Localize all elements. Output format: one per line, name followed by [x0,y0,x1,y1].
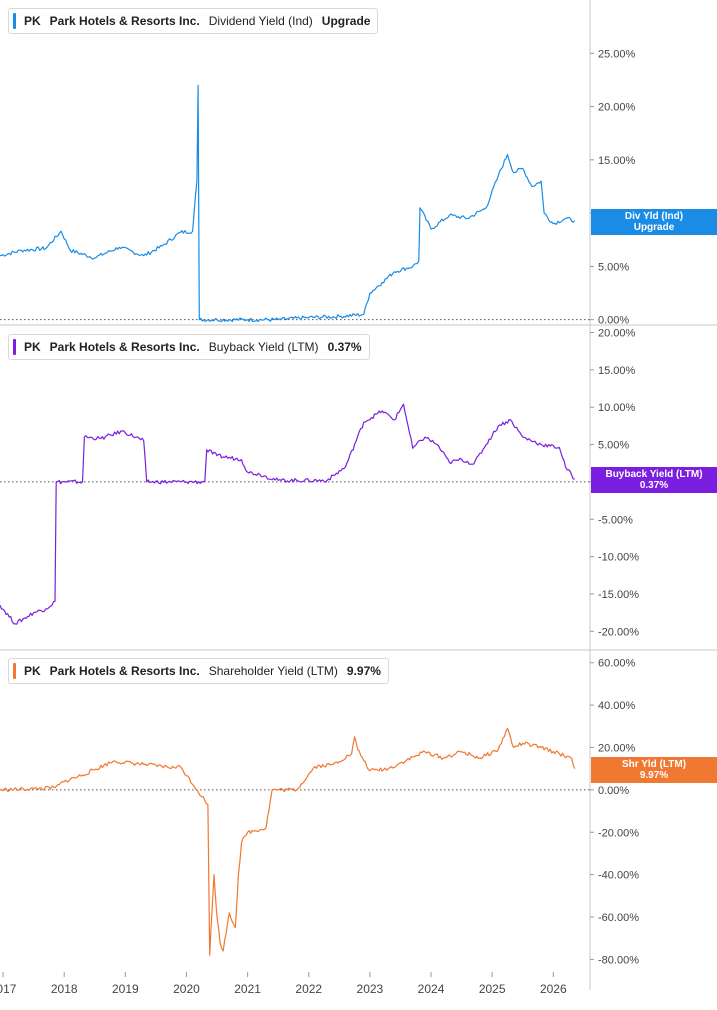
legend-metric: Shareholder Yield (LTM) [208,664,338,678]
legend-ticker: PK [24,664,41,678]
panel-legend-buyback-yield[interactable]: PK Park Hotels & Resorts Inc. Buyback Yi… [8,334,370,360]
y-tick-label: -20.00% [598,626,639,638]
series-line [0,84,576,323]
y-tick-label: -80.00% [598,954,639,966]
current-value-tag-buyback: Buyback Yield (LTM) 0.37% [591,467,717,494]
x-tick-label: 2019 [112,982,139,996]
tag-label: Div Yld (Ind) [624,210,684,222]
y-tick-label: 40.00% [598,700,636,712]
y-tick-label: 5.00% [598,440,629,452]
x-tick-label: 2018 [51,982,78,996]
x-tick-label: 2024 [418,982,445,996]
x-tick-label: 2026 [540,982,567,996]
y-tick-label: 60.00% [598,658,636,670]
legend-metric: Dividend Yield (Ind) [208,14,313,28]
x-tick-label: 2023 [357,982,384,996]
x-tick-label: 2022 [295,982,322,996]
legend-company: Park Hotels & Resorts Inc. [49,340,200,354]
series-line [0,727,576,956]
x-tick-label: 2021 [234,982,261,996]
tag-value: 9.97% [639,769,669,781]
legend-ticker: PK [24,340,41,354]
legend-value[interactable]: Upgrade [321,14,371,28]
y-tick-label: 15.00% [598,365,636,377]
current-value-tag-dividend: Div Yld (Ind) Upgrade [591,208,717,235]
tag-label: Buyback Yield (LTM) [605,469,703,481]
y-tick-label: 25.00% [598,48,636,60]
y-tick-label: 5.00% [598,261,629,273]
y-tick-label: 20.00% [598,102,636,114]
y-tick-label: -15.00% [598,589,639,601]
x-tick-label: 2025 [479,982,506,996]
x-tick-label: 2020 [173,982,200,996]
legend-company: Park Hotels & Resorts Inc. [49,14,200,28]
current-value-tag-shareholder: Shr Yld (LTM) 9.97% [591,756,717,783]
y-tick-label: -20.00% [598,827,639,839]
tag-value: Upgrade [633,221,675,233]
series-color-swatch [13,663,16,679]
legend-company: Park Hotels & Resorts Inc. [49,664,200,678]
series-line [0,403,575,625]
panel-legend-dividend-yield[interactable]: PK Park Hotels & Resorts Inc. Dividend Y… [8,8,379,34]
tag-value: 0.37% [639,480,669,492]
y-tick-label: 20.00% [598,327,636,339]
y-tick-label: 10.00% [598,402,636,414]
tag-label: Shr Yld (LTM) [621,758,687,770]
series-color-swatch [13,339,16,355]
y-tick-label: -40.00% [598,870,639,882]
series-color-swatch [13,13,16,29]
legend-value: 9.97% [346,664,381,678]
x-tick-label: 2017 [0,982,17,996]
y-tick-label: 0.00% [598,785,629,797]
legend-metric: Buyback Yield (LTM) [208,340,319,354]
y-tick-label: -5.00% [598,514,633,526]
y-tick-label: 0.00% [598,315,629,327]
y-tick-label: -60.00% [598,912,639,924]
legend-value: 0.37% [327,340,362,354]
y-tick-label: 15.00% [598,155,636,167]
y-tick-label: -10.00% [598,552,639,564]
legend-ticker: PK [24,14,41,28]
y-tick-label: 20.00% [598,742,636,754]
panel-legend-shareholder-yield[interactable]: PK Park Hotels & Resorts Inc. Shareholde… [8,658,389,684]
